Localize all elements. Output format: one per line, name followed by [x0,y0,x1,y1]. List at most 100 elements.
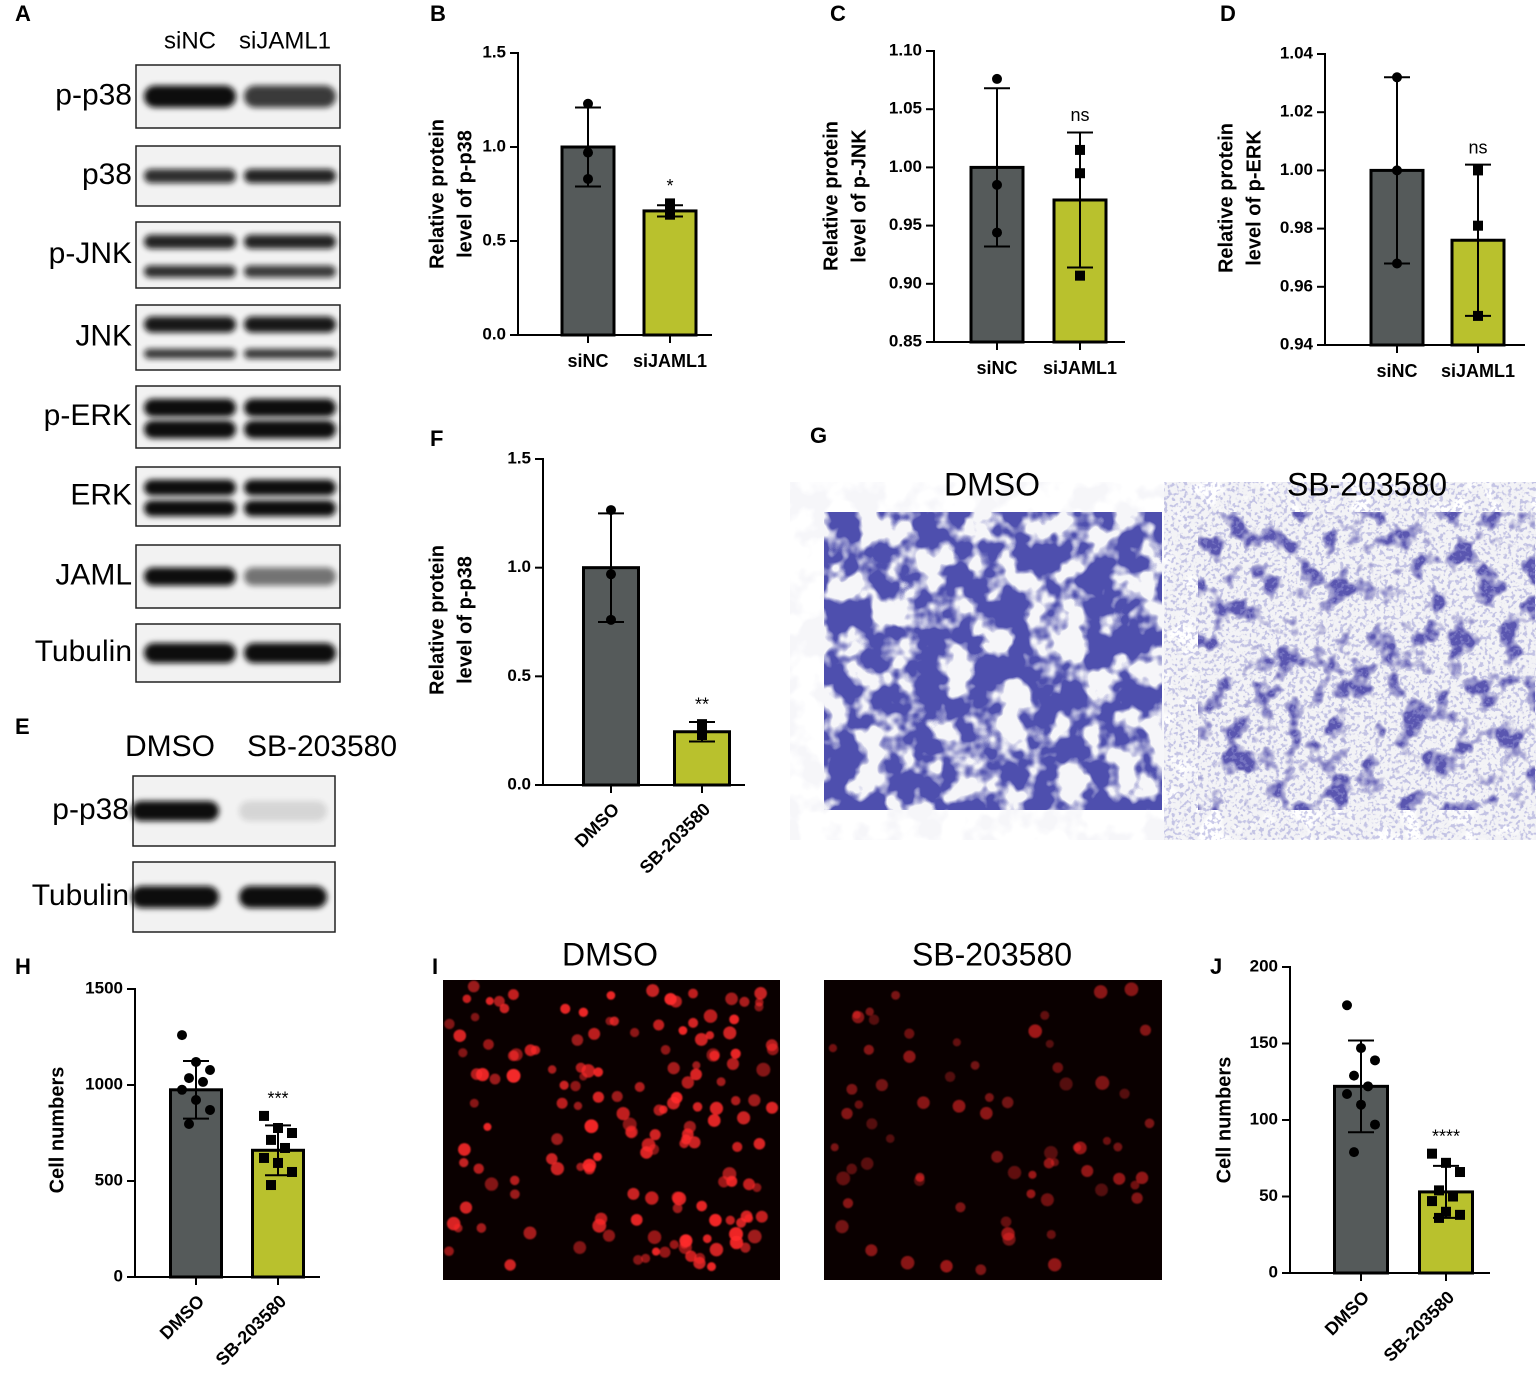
data-point [606,569,616,580]
fluorescent-cell [669,1240,679,1250]
blot-band [244,265,336,278]
x-tick-label: siJAML1 [1441,361,1515,381]
fluorescent-cell [645,1191,659,1205]
fluorescent-cell [1095,1183,1108,1197]
fluorescent-cell [593,1067,604,1077]
fluorescent-cell [1081,1164,1094,1178]
data-point [1455,1209,1465,1220]
blot-band [244,169,336,183]
fluorescent-cell [1001,1096,1014,1109]
fluorescent-cell [489,1073,501,1085]
significance-label: ns [1468,137,1487,157]
data-point [1441,1157,1451,1168]
fluorescent-cell [723,1026,737,1040]
fluorescent-cell [1001,1227,1015,1241]
fluorescent-cell [944,1071,956,1082]
fluorescent-cell [605,1016,614,1026]
image-title: SB-203580 [912,936,1072,972]
fluorescent-cell [493,995,505,1007]
fluorescent-cell [470,1068,483,1080]
panel-letter: B [430,1,446,26]
fluorescent-cell [469,1098,479,1108]
fluorescent-cell [865,1007,874,1016]
lane-label: siNC [164,27,216,54]
y-tick-label: 1500 [85,978,123,997]
fluorescent-cell [570,1080,581,1092]
blot-band [244,420,336,439]
data-point [1441,1206,1451,1217]
data-point [198,1076,208,1087]
fluorescent-cell [1048,1258,1062,1272]
fluorescent-cell [765,1039,778,1052]
fluorescent-cell [678,1240,692,1255]
blot-label: Tubulin [35,635,132,668]
blot-band [244,234,336,249]
data-point [184,1118,194,1129]
fluorescent-cell [681,1076,695,1089]
data-point [1392,165,1402,176]
y-tick-label: 1.10 [889,40,922,59]
fluorescent-cell [1040,1010,1050,1020]
data-point [1473,220,1483,231]
fluorescent-cell [709,1101,724,1115]
fluorescent-cell [846,1083,858,1095]
fluorescent-cell [1135,1171,1149,1185]
fluorescent-cell [835,1220,849,1234]
fluorescent-cell [693,1256,706,1270]
panel-letter: C [830,1,846,26]
fluorescent-cell [900,1255,915,1270]
data-point [992,73,1002,84]
blot-band [131,801,219,821]
fluorescent-cell [1040,1193,1054,1207]
y-axis-label: Cell numbers [46,1067,68,1194]
y-tick-label: 0.98 [1280,218,1313,237]
fluorescent-cell [690,1068,702,1081]
fluorescent-cell [729,1014,740,1025]
blot-label: p38 [82,158,132,191]
blot-frame [135,304,341,371]
fluorescent-cell [725,1215,735,1225]
fluorescent-cell [579,1072,588,1081]
y-tick-label: 1.00 [889,157,922,176]
fluorescent-cell [736,1217,747,1228]
panel-letter: I [432,954,438,979]
fluorescent-cell [672,1203,683,1214]
data-point [177,1084,187,1095]
blot-band [244,348,336,359]
y-tick-label: 1.05 [889,99,922,118]
fluorescent-cell [1043,1158,1055,1169]
fluorescent-cell [709,1242,724,1257]
data-point [1342,1000,1352,1011]
fluorescent-cell [446,1216,461,1231]
fluorescent-cell [970,1060,980,1070]
fluorescent-cell [523,1226,537,1240]
fluorescent-cell [524,1044,537,1057]
fluorescent-cell [868,1014,880,1025]
y-tick-label: 1.02 [1280,102,1313,121]
y-tick-label: 100 [1250,1109,1278,1128]
blot-band [144,169,236,183]
fluorescence-image [824,980,1162,1280]
data-point [1473,310,1483,321]
data-point [992,179,1002,190]
fluorescent-cell [1028,1170,1037,1179]
y-axis-label: Relative protein [820,121,842,271]
fluorescent-cell [752,1183,762,1193]
fluorescent-cell [1044,1145,1058,1160]
fluorescent-cell [743,1178,755,1191]
fluorescent-cell [606,991,616,1000]
y-tick-label: 200 [1250,956,1278,975]
panel-letter: G [810,423,827,448]
blot-band [144,234,236,249]
fluorescent-cell [722,1167,737,1181]
significance-label: ns [1070,105,1089,125]
blot-band [144,420,236,439]
fluorescent-cell [651,1247,661,1256]
data-point [583,147,593,158]
y-tick-label: 0 [114,1266,123,1285]
fluorescent-cell [705,1031,715,1040]
fluorescent-cell [667,1062,680,1075]
fluorescent-cell [692,1061,701,1070]
blot-band [131,886,219,908]
blot-band [244,479,336,496]
